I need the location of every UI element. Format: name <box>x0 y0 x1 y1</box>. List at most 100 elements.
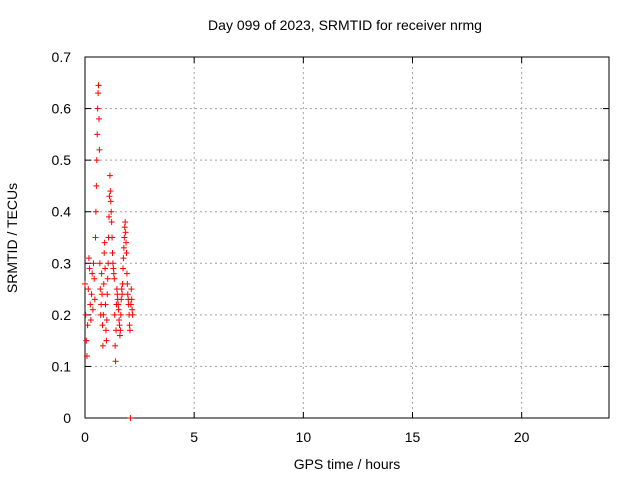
y-tick-label: 0.6 <box>52 101 72 117</box>
data-point <box>90 260 97 267</box>
data-point <box>123 239 130 246</box>
data-point <box>94 105 101 112</box>
data-point <box>102 301 109 308</box>
data-point <box>111 311 118 318</box>
data-point <box>98 270 105 277</box>
data-point <box>87 317 94 324</box>
data-point <box>122 219 129 226</box>
data-point <box>126 322 133 329</box>
data-point <box>89 270 96 277</box>
x-tick-label: 15 <box>405 429 421 445</box>
data-point <box>85 255 92 262</box>
x-tick-label: 5 <box>190 429 198 445</box>
data-point <box>89 306 96 313</box>
data-point <box>93 182 100 189</box>
data-point <box>95 90 102 97</box>
data-point <box>123 270 130 277</box>
data-point <box>87 301 94 308</box>
data-point <box>103 317 110 324</box>
data-point <box>112 342 119 349</box>
data-point <box>109 234 116 241</box>
data-point <box>118 286 125 293</box>
data-point <box>92 208 99 215</box>
data-point <box>129 306 136 313</box>
x-tick-label: 10 <box>296 429 312 445</box>
data-point <box>122 229 129 236</box>
data-point <box>119 291 126 298</box>
data-point <box>123 249 130 256</box>
data-point <box>91 296 98 303</box>
data-point <box>96 146 103 153</box>
data-point <box>116 322 123 329</box>
data-point <box>117 327 124 334</box>
data-point <box>91 275 98 282</box>
data-point <box>97 286 104 293</box>
data-point <box>83 353 90 360</box>
data-point <box>100 280 107 287</box>
y-tick-label: 0.5 <box>52 152 72 168</box>
data-point <box>124 280 131 287</box>
data-point <box>106 193 113 200</box>
data-point <box>99 291 106 298</box>
data-point <box>100 311 107 318</box>
data-point <box>127 301 134 308</box>
data-point <box>121 224 128 231</box>
plot-frame <box>84 56 610 419</box>
data-point <box>110 270 117 277</box>
data-point <box>107 188 114 195</box>
data-point <box>102 265 109 272</box>
data-point <box>111 275 118 282</box>
x-axis-label: GPS time / hours <box>293 456 401 472</box>
y-tick-label: 0.2 <box>52 307 72 323</box>
data-point <box>118 296 125 303</box>
y-tick-label: 0.7 <box>52 49 72 65</box>
data-point <box>112 358 119 365</box>
data-point <box>108 208 115 215</box>
y-tick-label: 0.1 <box>52 358 72 374</box>
data-point <box>106 172 113 179</box>
data-point <box>115 301 122 308</box>
data-point <box>116 332 123 339</box>
axis-layer: 0 0.1 0.2 0.3 0.4 0.5 0.6 0.7 0 5 10 15 20 <box>52 49 610 445</box>
data-point <box>120 255 127 262</box>
data-point <box>94 131 101 138</box>
data-point <box>82 311 89 318</box>
data-point <box>99 322 106 329</box>
data-point <box>109 249 116 256</box>
data-point <box>107 198 114 205</box>
data-point <box>128 296 135 303</box>
data-point <box>116 317 123 324</box>
data-point <box>101 249 108 256</box>
data-point <box>128 286 135 293</box>
data-point <box>93 157 100 164</box>
data-point <box>106 213 113 220</box>
data-point <box>103 337 110 344</box>
data-point <box>127 415 134 421</box>
grid-layer <box>85 57 609 418</box>
data-point <box>88 291 95 298</box>
data-point <box>95 115 102 122</box>
data-point <box>119 265 126 272</box>
data-point <box>83 337 90 344</box>
data-point <box>108 219 115 226</box>
data-point <box>84 322 91 329</box>
data-point <box>129 311 136 318</box>
data-point <box>104 291 111 298</box>
data-point <box>104 275 111 282</box>
data-point <box>126 327 133 334</box>
points-layer <box>82 82 136 421</box>
data-point <box>86 265 93 272</box>
data-point <box>96 260 103 267</box>
y-tick-label: 0.3 <box>52 255 72 271</box>
x-tick-label: 0 <box>81 429 89 445</box>
chart-title: Day 099 of 2023, SRMTID for receiver nrm… <box>208 17 482 33</box>
y-tick-label: 0 <box>63 410 71 426</box>
data-point <box>120 244 127 251</box>
data-point <box>95 82 102 89</box>
data-point <box>92 234 99 241</box>
data-point <box>109 260 116 267</box>
data-point <box>99 342 106 349</box>
data-point <box>115 306 122 313</box>
y-tick-label: 0.4 <box>52 204 72 220</box>
